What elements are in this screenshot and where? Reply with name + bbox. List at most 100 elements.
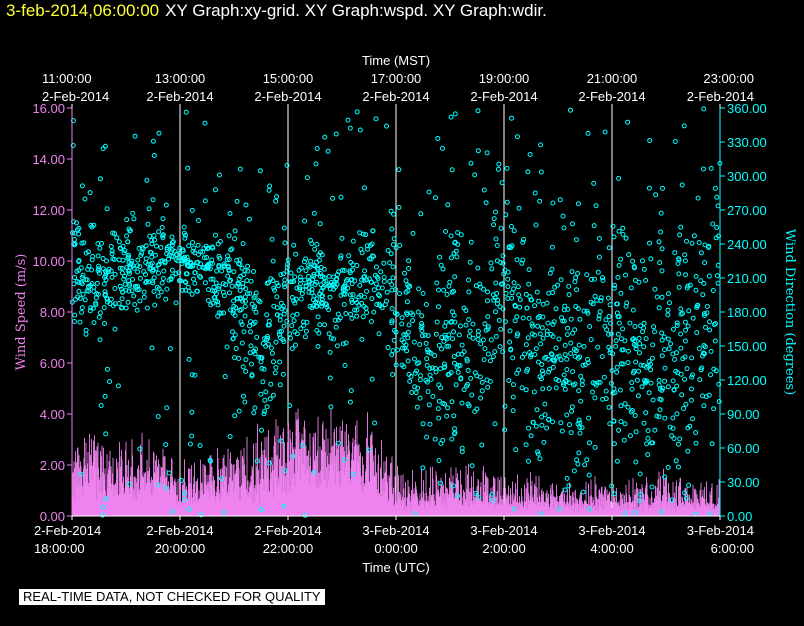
wind-direction-point [77,319,83,325]
wind-direction-point [416,360,422,366]
wind-direction-point [75,227,81,233]
wind-direction-point [432,436,438,442]
wind-direction-point [210,276,216,282]
wind-direction-point [689,240,695,246]
wind-direction-point [558,357,564,363]
wind-direction-point [217,239,223,244]
wind-direction-point [572,279,578,285]
wind-direction-point [78,471,84,477]
wind-direction-point [511,228,517,234]
wind-direction-point [426,402,432,408]
wind-direction-point [526,458,531,464]
wind-direction-point [164,245,170,251]
wind-direction-point [620,347,626,353]
wind-direction-point [198,249,203,255]
wind-direction-point [492,349,498,355]
wind-direction-point [569,269,575,275]
wind-direction-point [364,310,370,316]
wind-direction-point [267,183,273,189]
wind-direction-point [672,250,678,256]
wind-direction-point [71,319,77,324]
wind-direction-point [562,303,568,309]
wind-direction-point [319,299,325,305]
wind-direction-point [76,288,82,294]
wind-direction-point [601,374,607,380]
wind-direction-point [240,280,246,286]
wind-direction-point [521,237,527,242]
wind-direction-point [202,280,208,286]
wind-direction-point [485,314,491,320]
wind-direction-point [452,240,458,246]
wind-direction-point [513,447,519,453]
wind-direction-point [117,265,123,271]
wind-direction-point [639,384,645,390]
wind-direction-point [372,272,378,278]
wind-direction-point [159,280,165,286]
wind-direction-point [502,267,508,273]
wind-direction-point [215,313,221,319]
wind-direction-point [289,323,295,329]
wind-direction-point [253,309,259,315]
wind-direction-point [128,261,134,266]
wind-direction-point [338,194,344,200]
wind-direction-point [399,315,405,321]
wind-direction-point [397,242,403,248]
right-tick-label: 60.00 [727,441,760,456]
wind-direction-point [327,294,333,300]
wind-direction-point [584,272,590,278]
wind-direction-point [114,235,120,241]
wind-direction-point [484,377,490,383]
wind-direction-point [100,504,106,510]
wind-direction-point [293,251,299,257]
wind-direction-point [149,278,155,284]
wind-direction-point [77,295,83,301]
wind-direction-point [241,393,246,399]
wind-direction-point [693,430,699,435]
wind-direction-point [441,287,447,293]
wind-direction-point [520,239,526,245]
wind-direction-point [461,349,467,355]
wind-direction-point [433,195,438,201]
wind-direction-point [669,497,675,503]
wind-direction-point [498,281,504,287]
wind-direction-point [630,307,636,313]
wind-direction-point [82,297,88,303]
wind-direction-point [684,285,690,291]
wind-direction-point [623,272,628,278]
wind-direction-point [407,378,413,384]
wind-direction-point [267,396,273,402]
wind-direction-point [475,337,481,342]
wind-direction-point [659,337,665,343]
wind-direction-point [79,183,85,189]
wind-direction-point [406,266,412,271]
wind-direction-point [537,456,543,462]
wind-direction-point [272,370,278,376]
wind-direction-point [667,424,673,430]
wind-direction-point [466,289,472,295]
wind-direction-point [611,418,617,424]
wind-direction-point [690,315,696,321]
wind-direction-point [354,313,360,319]
wind-direction-point [637,498,643,504]
wind-direction-point [710,221,716,227]
wind-direction-point [164,286,170,292]
wind-direction-point [277,329,282,335]
wind-direction-point [630,258,636,264]
wind-direction-point [96,314,102,320]
wind-direction-point [665,312,671,318]
wind-direction-point [689,355,695,361]
wind-direction-series [69,106,723,518]
wind-direction-point [341,302,347,307]
wind-direction-point [309,290,315,296]
wind-direction-point [345,117,351,123]
wind-direction-point [354,109,360,115]
wind-direction-point [481,187,487,193]
wind-direction-point [459,449,465,455]
wind-direction-point [479,379,485,385]
wind-direction-point [190,240,196,245]
wind-direction-point [585,130,591,136]
wind-direction-point [538,169,544,175]
wind-direction-point [288,279,294,285]
wind-direction-point [704,310,710,316]
wind-direction-point [347,125,353,131]
